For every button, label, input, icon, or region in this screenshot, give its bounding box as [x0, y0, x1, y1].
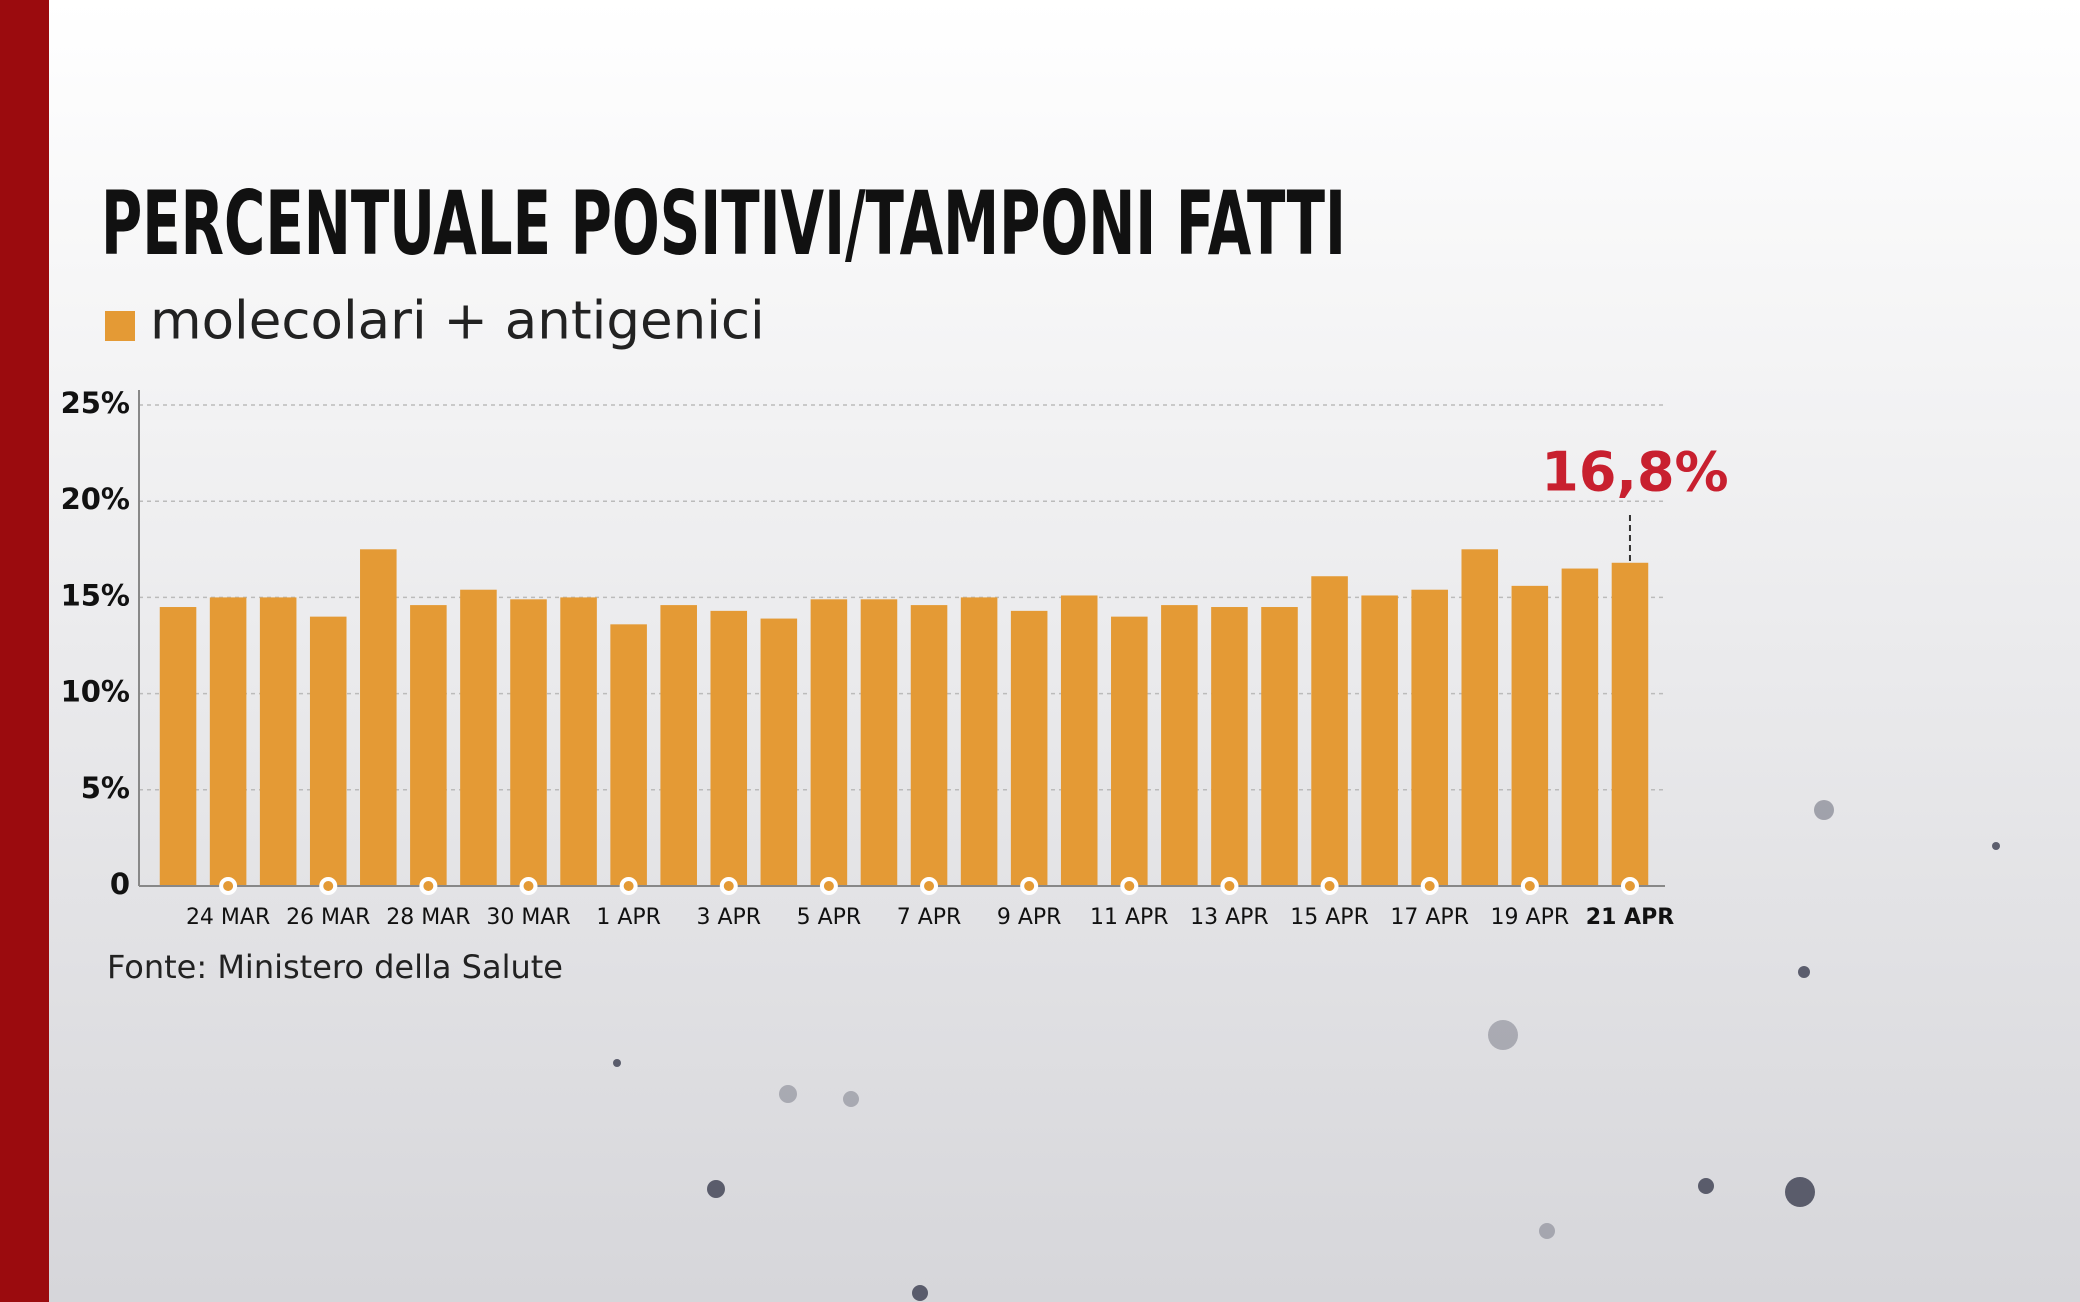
y-tick-label: 5%	[81, 771, 130, 805]
x-tick-label: 1 APR	[596, 905, 661, 930]
bar	[460, 589, 497, 886]
bar	[960, 597, 998, 886]
bar	[159, 607, 197, 886]
chart-title: PERCENTUALE POSITIVI/TAMPONI FATTI	[101, 172, 1346, 275]
x-tick-label: 3 APR	[696, 905, 761, 930]
x-tick-label: 19 APR	[1491, 905, 1570, 930]
bar	[660, 605, 697, 886]
axis-marker	[219, 877, 238, 895]
bar	[259, 597, 297, 886]
x-tick-label: 9 APR	[997, 905, 1062, 930]
bar	[710, 610, 748, 886]
value-label: 16,8%	[1541, 441, 1728, 504]
axis-marker	[619, 877, 638, 895]
bar	[1561, 568, 1599, 886]
bar	[560, 597, 597, 886]
bar	[360, 549, 397, 886]
legend-swatch	[105, 311, 135, 341]
axis-marker	[719, 877, 738, 895]
axis-marker	[1020, 877, 1039, 895]
x-tick-label: 7 APR	[897, 905, 962, 930]
axis-marker	[1320, 877, 1339, 895]
axis-marker	[819, 877, 838, 895]
bar	[209, 597, 247, 886]
bar	[309, 616, 347, 886]
bar	[1211, 607, 1248, 886]
bar	[510, 599, 547, 886]
bar	[1461, 549, 1499, 886]
bar	[1361, 595, 1398, 886]
legend-label: molecolari + antigenici	[150, 291, 765, 352]
x-tick-label: 21 APR	[1586, 905, 1674, 930]
bar	[610, 624, 647, 886]
bar	[1611, 562, 1649, 886]
axis-marker	[519, 877, 538, 895]
bar	[410, 605, 447, 886]
source: Fonte: Ministero della Salute	[107, 948, 563, 986]
x-tick-label: 13 APR	[1190, 905, 1269, 930]
x-tick-label: 24 MAR	[186, 905, 270, 930]
y-tick-label: 15%	[61, 578, 130, 612]
x-tick-label: 28 MAR	[386, 905, 470, 930]
bar	[1111, 616, 1148, 886]
x-tick-label: 26 MAR	[286, 905, 370, 930]
axis-marker	[1120, 877, 1139, 895]
bar	[860, 599, 898, 886]
bar	[1060, 595, 1098, 886]
axis-marker	[319, 877, 338, 895]
bar	[1161, 605, 1198, 886]
bar	[1311, 576, 1348, 886]
bar	[910, 605, 948, 886]
bar	[760, 618, 798, 886]
axis-marker	[920, 877, 939, 895]
axis-marker	[1420, 877, 1439, 895]
axis-marker	[1220, 877, 1239, 895]
y-tick-label: 10%	[61, 675, 130, 709]
y-tick-label: 25%	[61, 386, 130, 420]
x-tick-label: 15 APR	[1290, 905, 1369, 930]
bar	[1010, 610, 1048, 886]
y-tick-label: 0	[110, 867, 130, 901]
bar	[1261, 607, 1298, 886]
bar	[1411, 589, 1448, 886]
axis-marker	[1620, 877, 1639, 895]
side-band	[0, 0, 49, 1302]
bar	[810, 599, 848, 886]
bar	[1511, 585, 1549, 886]
decoration-dots	[613, 800, 2000, 1301]
x-tick-label: 17 APR	[1390, 905, 1469, 930]
x-tick-label: 11 APR	[1090, 905, 1169, 930]
x-tick-label: 5 APR	[797, 905, 862, 930]
axis-marker	[1520, 877, 1539, 895]
axis-marker	[419, 877, 438, 895]
y-tick-label: 20%	[61, 482, 130, 516]
x-tick-label: 30 MAR	[486, 905, 570, 930]
